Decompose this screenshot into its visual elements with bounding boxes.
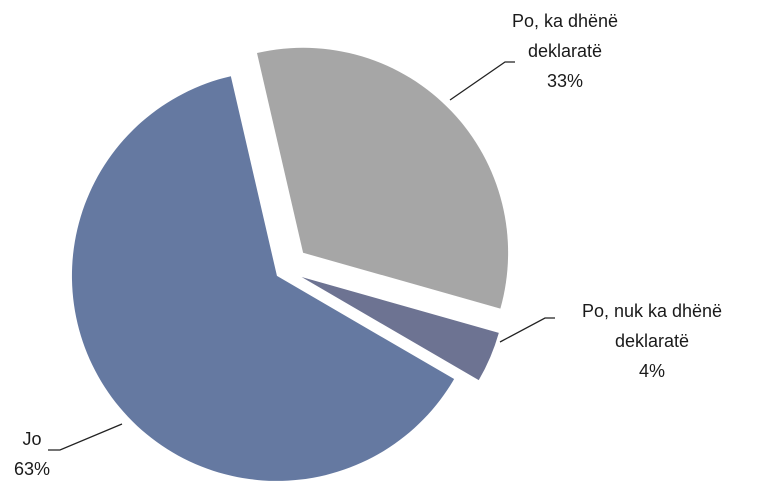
label-line: deklaratë <box>615 331 689 351</box>
pie-slice <box>256 47 509 309</box>
value-label: 33% <box>547 71 583 91</box>
pie-slice <box>301 277 499 381</box>
label-line: Po, nuk ka dhënë <box>582 301 722 321</box>
slice-label: Po, ka dhënë deklaratë <box>512 11 618 61</box>
leader-line <box>48 423 123 451</box>
label-line: Po, ka dhënë <box>512 11 618 31</box>
value-label: 4% <box>639 361 665 381</box>
leader-line <box>449 61 515 101</box>
value-label: 63% <box>14 459 50 479</box>
slice-label: Po, nuk ka dhënë deklaratë <box>582 301 722 351</box>
label-line: deklaratë <box>528 41 602 61</box>
slice-label: Jo <box>22 429 41 449</box>
leader-line <box>499 317 555 343</box>
pie-slice <box>71 76 455 481</box>
